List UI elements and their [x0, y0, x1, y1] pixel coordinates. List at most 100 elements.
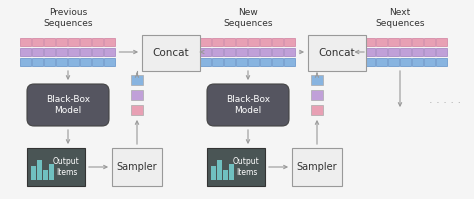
Text: . . . . .: . . . . . — [429, 95, 461, 105]
Bar — [27, 148, 85, 186]
Bar — [389, 48, 400, 56]
Bar — [401, 58, 411, 66]
Bar — [207, 148, 265, 186]
Bar — [284, 58, 295, 66]
Bar — [353, 58, 364, 66]
Bar — [31, 166, 36, 180]
Bar — [237, 38, 247, 46]
Bar — [273, 58, 283, 66]
Bar — [104, 48, 116, 56]
Bar — [273, 48, 283, 56]
Bar — [401, 38, 411, 46]
Bar — [237, 48, 247, 56]
Bar — [437, 38, 447, 46]
Bar — [104, 38, 116, 46]
Bar — [56, 38, 67, 46]
Bar — [211, 166, 217, 180]
Bar — [201, 38, 211, 46]
Bar — [201, 58, 211, 66]
Bar — [92, 38, 103, 46]
Bar — [45, 38, 55, 46]
Bar — [131, 90, 143, 100]
Bar — [437, 48, 447, 56]
FancyBboxPatch shape — [27, 84, 109, 126]
Text: Sampler: Sampler — [117, 162, 157, 172]
Bar — [353, 48, 364, 56]
Bar — [225, 38, 236, 46]
Bar — [425, 58, 436, 66]
Bar — [44, 170, 48, 180]
Bar — [45, 48, 55, 56]
Bar — [81, 58, 91, 66]
Bar — [365, 38, 375, 46]
Text: Output
Items: Output Items — [53, 157, 80, 177]
Bar — [104, 58, 116, 66]
Bar — [131, 75, 143, 85]
Bar — [81, 38, 91, 46]
Text: Black-Box
Model: Black-Box Model — [46, 95, 90, 115]
Text: New
Sequences: New Sequences — [223, 8, 273, 28]
Bar — [212, 38, 224, 46]
Text: Sampler: Sampler — [297, 162, 337, 172]
Bar — [437, 58, 447, 66]
Bar — [201, 48, 211, 56]
Bar — [376, 38, 388, 46]
Bar — [292, 148, 342, 186]
Bar — [425, 48, 436, 56]
Bar — [273, 38, 283, 46]
FancyBboxPatch shape — [207, 84, 289, 126]
Bar — [389, 58, 400, 66]
Bar — [218, 160, 222, 180]
Bar — [311, 75, 323, 85]
Bar — [225, 58, 236, 66]
Text: Concat: Concat — [153, 48, 189, 58]
Text: Previous
Sequences: Previous Sequences — [43, 8, 93, 28]
Bar — [248, 38, 259, 46]
Bar — [20, 58, 31, 66]
Bar — [212, 48, 224, 56]
Bar — [131, 105, 143, 115]
Bar — [308, 35, 366, 71]
Bar — [92, 48, 103, 56]
Text: Next
Sequences: Next Sequences — [375, 8, 425, 28]
Bar — [376, 48, 388, 56]
Bar — [225, 48, 236, 56]
Bar — [33, 58, 44, 66]
Bar — [365, 48, 375, 56]
Text: Output
Items: Output Items — [233, 157, 260, 177]
Text: Black-Box
Model: Black-Box Model — [226, 95, 270, 115]
Bar — [69, 38, 80, 46]
Bar — [365, 58, 375, 66]
Bar — [284, 38, 295, 46]
Bar — [389, 38, 400, 46]
Bar — [142, 35, 200, 71]
Bar — [248, 58, 259, 66]
Bar — [112, 148, 162, 186]
Bar — [353, 38, 364, 46]
Bar — [261, 48, 272, 56]
Bar — [311, 90, 323, 100]
Bar — [425, 38, 436, 46]
Bar — [229, 164, 235, 180]
Bar — [248, 48, 259, 56]
Bar — [33, 48, 44, 56]
Bar — [45, 58, 55, 66]
Bar — [212, 58, 224, 66]
Bar — [69, 48, 80, 56]
Bar — [261, 58, 272, 66]
Bar — [412, 48, 423, 56]
Bar — [237, 58, 247, 66]
Bar — [412, 38, 423, 46]
Bar — [376, 58, 388, 66]
Bar — [81, 48, 91, 56]
Bar — [33, 38, 44, 46]
Bar — [20, 38, 31, 46]
Bar — [20, 48, 31, 56]
Text: Concat: Concat — [319, 48, 356, 58]
Bar — [401, 48, 411, 56]
Bar — [261, 38, 272, 46]
Bar — [69, 58, 80, 66]
Bar — [311, 105, 323, 115]
Bar — [284, 48, 295, 56]
Bar — [224, 170, 228, 180]
